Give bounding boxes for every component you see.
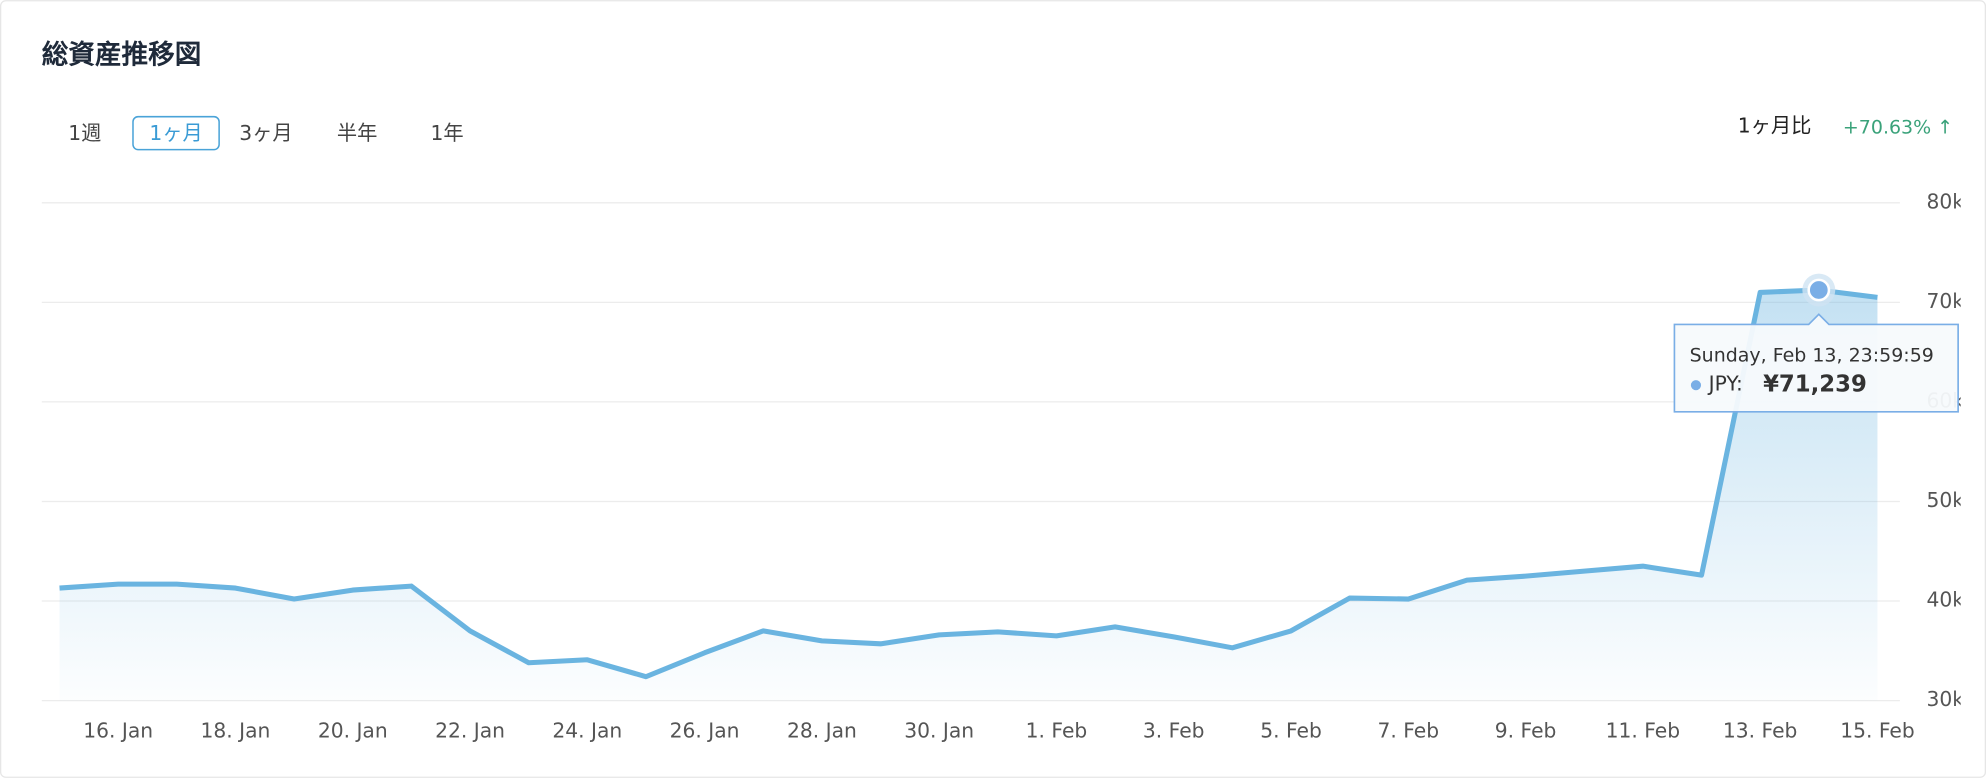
line: [59, 287, 1878, 680]
x-tick-label: 11. Feb: [1606, 719, 1681, 743]
tooltip-dot: [1690, 380, 1702, 391]
x-tick-label: 1. Feb: [1026, 719, 1088, 743]
range-button[interactable]: 1ヶ月: [132, 115, 220, 151]
y-tick-label: 80k: [1926, 189, 1964, 213]
range-button-label[interactable]: 3ヶ月: [239, 121, 292, 145]
range-button[interactable]: 半年: [337, 121, 378, 145]
hover-point: [1807, 278, 1831, 302]
tooltip: Sunday, Feb 13, 23:59:59 JPY: ¥71,239: [1673, 313, 1959, 413]
range-button-label[interactable]: 半年: [337, 121, 378, 145]
x-tick-label: 30. Jan: [904, 719, 974, 743]
x-tick-label: 16. Jan: [83, 719, 153, 743]
compare-label: 1ヶ月比: [1738, 113, 1812, 137]
range-button-label[interactable]: 1ヶ月: [149, 121, 202, 145]
range-button[interactable]: 1年: [431, 121, 464, 145]
range-button-frame: [132, 115, 220, 151]
y-tick-label: 50k: [1926, 488, 1964, 512]
range-button-label[interactable]: 1週: [68, 121, 101, 145]
x-tick-label: 24. Jan: [552, 719, 622, 743]
x-tick-label: 15. Feb: [1840, 719, 1915, 743]
x-tick-label: 9. Feb: [1495, 719, 1557, 743]
x-tick-label: 20. Jan: [318, 719, 388, 743]
range-button[interactable]: 3ヶ月: [239, 121, 292, 145]
x-tick-label: 3. Feb: [1143, 719, 1205, 743]
tooltip-series: JPY:: [1707, 372, 1743, 396]
x-tick-label: 5. Feb: [1260, 719, 1322, 743]
compare-value: +70.63% ↑: [1843, 117, 1953, 139]
y-tick-label: 40k: [1926, 588, 1964, 612]
x-tick-label: 7. Feb: [1377, 719, 1439, 743]
x-tick-label: 22. Jan: [435, 719, 505, 743]
x-tick-label: 28. Jan: [787, 719, 857, 743]
line-area: [59, 290, 1878, 701]
y-tick-label: 70k: [1926, 289, 1964, 313]
title: 総資産推移図: [42, 39, 201, 70]
tooltip-title: Sunday, Feb 13, 23:59:59: [1690, 345, 1934, 367]
tooltip-value: ¥71,239: [1763, 372, 1867, 398]
x-tick-label: 13. Feb: [1723, 719, 1797, 743]
tooltip-box: [1673, 313, 1959, 413]
x-tick-label: 26. Jan: [670, 719, 740, 743]
x-tick-label: 18. Jan: [201, 719, 271, 743]
y-tick-label: 30k: [1926, 687, 1964, 711]
range-button-label[interactable]: 1年: [431, 121, 464, 145]
range-button[interactable]: 1週: [68, 121, 101, 145]
